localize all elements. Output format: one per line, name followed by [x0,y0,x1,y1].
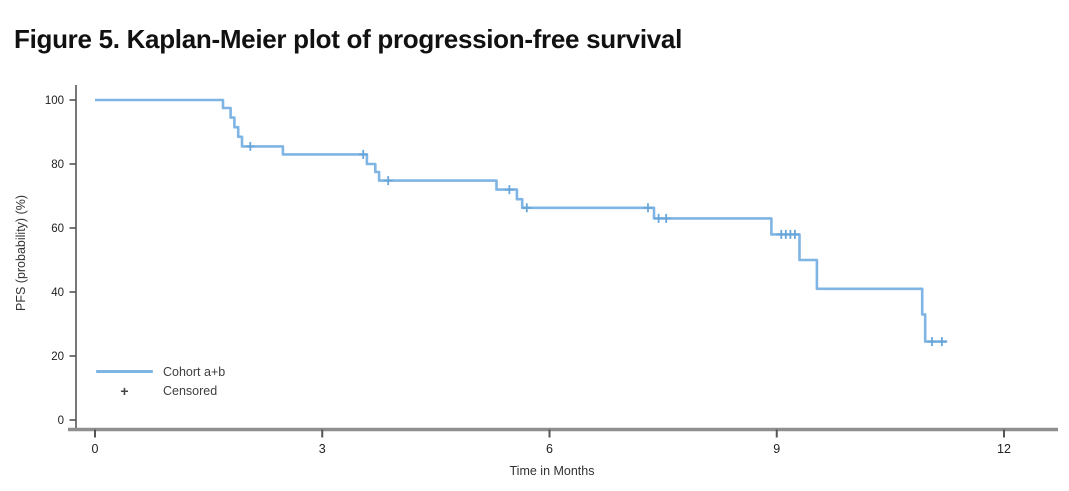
legend-label-cohort: Cohort a+b [163,364,226,379]
y-tick-label: 100 [45,95,64,107]
legend-row-censored: + Censored [96,381,225,400]
x-tick-label: 12 [997,442,1011,456]
legend-label-censored: Censored [163,383,218,398]
x-tick-label: 6 [546,442,553,456]
km-curve [95,98,948,343]
legend: Cohort a+b + Censored [96,362,225,400]
y-tick-label: 0 [58,415,64,427]
y-axis-title: PFS (probability) (%) [14,195,28,311]
censored-plus-icon: + [120,382,129,399]
figure-title: Figure 5. Kaplan-Meier plot of progressi… [14,24,683,54]
censor-marks [245,141,947,347]
clipped-text-label: Time in Months [505,0,645,3]
y-tick-label: 20 [51,351,64,363]
y-tick-label: 40 [51,287,64,299]
y-tick-label: 80 [51,159,64,171]
x-tick-label: 0 [92,442,99,456]
clipped-text-above-figure: Time in Months [505,0,645,3]
legend-line-swatch [96,370,153,373]
legend-row-cohort: Cohort a+b [96,362,225,381]
x-axis-title: Time in Months [509,464,595,478]
x-tick-label: 3 [319,442,326,456]
x-tick-label: 9 [773,442,780,456]
y-tick-label: 60 [51,223,64,235]
